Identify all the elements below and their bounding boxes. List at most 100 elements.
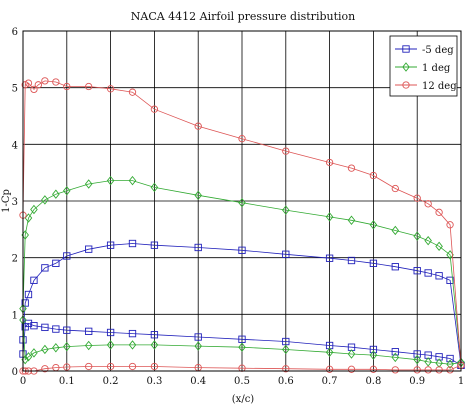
data-point	[369, 259, 378, 267]
y-axis-label: 1-Cp	[1, 189, 12, 213]
data-point	[238, 335, 246, 343]
data-point	[106, 328, 115, 337]
data-point	[30, 276, 38, 284]
data-point	[24, 79, 33, 87]
data-point	[85, 245, 93, 253]
data-point	[84, 179, 93, 189]
data-point	[347, 215, 356, 225]
data-point	[194, 333, 202, 341]
chart-title: NACA 4412 Airfoil pressure distribution	[131, 10, 356, 23]
data-point	[238, 135, 246, 143]
x-tick-label: 0.7	[322, 376, 338, 387]
legend-marker	[402, 62, 410, 72]
data-point	[325, 212, 334, 222]
y-tick-label: 4	[12, 140, 18, 151]
data-point	[391, 263, 399, 271]
data-point	[150, 331, 159, 339]
data-point	[238, 342, 246, 352]
legend-label: 1 deg	[422, 63, 451, 74]
data-point	[391, 184, 399, 193]
data-point	[238, 246, 246, 254]
data-point	[446, 276, 454, 284]
data-point	[150, 105, 159, 113]
data-point	[84, 340, 93, 351]
data-point	[85, 82, 93, 91]
data-point	[282, 205, 290, 215]
data-point	[106, 362, 115, 371]
legend-box	[389, 35, 458, 97]
data-point	[150, 362, 159, 371]
data-point	[85, 362, 93, 371]
data-point	[413, 354, 421, 365]
data-point	[24, 352, 33, 362]
data-point	[347, 256, 356, 265]
data-point	[21, 323, 29, 331]
data-point	[391, 225, 400, 236]
y-tick-label: 6	[12, 27, 18, 38]
legend-label: 12 deg	[422, 81, 457, 92]
y-tick-label: 5	[12, 84, 18, 95]
data-point	[150, 241, 159, 249]
tick-labels: 0 0.1 0.2 0.3 0.4 0.5 0.6 0.7 0.8 0.9 1 0 1 2 3 4 5 6	[12, 27, 465, 387]
data-point	[128, 88, 137, 96]
data-point	[21, 299, 29, 307]
data-point	[63, 341, 71, 352]
legend-entry: 1 deg	[395, 62, 451, 74]
data-point	[128, 362, 137, 371]
data-point	[446, 359, 454, 369]
data-point	[34, 81, 42, 89]
data-point	[435, 208, 443, 216]
data-point	[413, 194, 421, 202]
x-tick-label: 0.4	[190, 376, 206, 387]
data-point	[128, 340, 137, 350]
x-tick-label: 0.8	[365, 376, 381, 387]
legend-entry: -5 deg	[395, 45, 454, 56]
data-point	[30, 322, 38, 330]
x-tick-label: 0.1	[59, 376, 75, 387]
data-point	[282, 337, 290, 346]
data-point	[413, 267, 421, 275]
data-point	[106, 85, 115, 93]
data-point	[446, 354, 454, 363]
data-point	[391, 366, 399, 374]
data-point	[41, 365, 49, 373]
data-point	[282, 250, 290, 258]
legend-marker	[402, 45, 410, 53]
data-point	[85, 327, 93, 335]
data-point	[41, 323, 49, 332]
x-tick-label: 0.2	[103, 376, 119, 387]
data-point	[52, 259, 60, 267]
data-point	[194, 243, 202, 252]
x-tick-label: 0.5	[234, 376, 250, 387]
data-point	[391, 348, 399, 356]
data-point	[128, 175, 137, 186]
data-point	[369, 220, 378, 230]
data-point	[63, 252, 71, 260]
data-point	[41, 77, 49, 85]
legend-label: -5 deg	[422, 45, 454, 56]
data-point	[435, 366, 443, 374]
data-point	[150, 340, 159, 350]
data-point	[63, 326, 71, 334]
data-point	[128, 239, 137, 248]
data-point	[446, 366, 454, 374]
y-tick-label: 0	[12, 367, 18, 378]
data-point	[194, 341, 202, 351]
data-point	[24, 290, 33, 299]
x-tick-label: 0	[20, 376, 26, 387]
data-point	[347, 365, 356, 373]
data-point	[30, 348, 38, 358]
data-point	[106, 241, 115, 249]
series-3	[19, 77, 465, 375]
data-point	[106, 340, 115, 350]
data-point	[41, 195, 49, 205]
data-point	[41, 344, 49, 355]
data-point	[41, 264, 49, 272]
data-point	[282, 365, 290, 373]
data-point	[63, 186, 71, 196]
y-tick-label: 2	[12, 254, 18, 265]
data-point	[194, 190, 202, 201]
data-point	[347, 164, 356, 172]
data-point	[413, 350, 421, 358]
x-axis-label: (x/c)	[232, 394, 255, 404]
